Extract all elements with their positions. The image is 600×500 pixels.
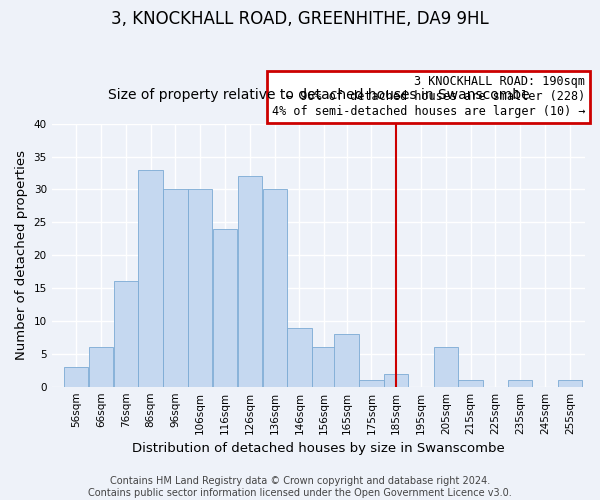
Bar — [334, 334, 359, 386]
Bar — [213, 229, 237, 386]
Bar — [64, 367, 88, 386]
Text: 3, KNOCKHALL ROAD, GREENHITHE, DA9 9HL: 3, KNOCKHALL ROAD, GREENHITHE, DA9 9HL — [111, 10, 489, 28]
Y-axis label: Number of detached properties: Number of detached properties — [15, 150, 28, 360]
Bar — [508, 380, 532, 386]
Bar — [238, 176, 262, 386]
Bar — [139, 170, 163, 386]
Bar — [458, 380, 483, 386]
Bar — [163, 190, 188, 386]
Bar — [384, 374, 409, 386]
Text: 3 KNOCKHALL ROAD: 190sqm
← 96% of detached houses are smaller (228)
4% of semi-d: 3 KNOCKHALL ROAD: 190sqm ← 96% of detach… — [271, 76, 585, 118]
Title: Size of property relative to detached houses in Swanscombe: Size of property relative to detached ho… — [107, 88, 529, 102]
Bar — [113, 282, 138, 387]
Bar — [263, 190, 287, 386]
Bar — [434, 347, 458, 387]
Bar — [89, 347, 113, 387]
Bar — [312, 347, 337, 387]
Bar — [287, 328, 311, 386]
Bar — [359, 380, 383, 386]
Text: Contains HM Land Registry data © Crown copyright and database right 2024.
Contai: Contains HM Land Registry data © Crown c… — [88, 476, 512, 498]
X-axis label: Distribution of detached houses by size in Swanscombe: Distribution of detached houses by size … — [132, 442, 505, 455]
Bar — [558, 380, 582, 386]
Bar — [188, 190, 212, 386]
